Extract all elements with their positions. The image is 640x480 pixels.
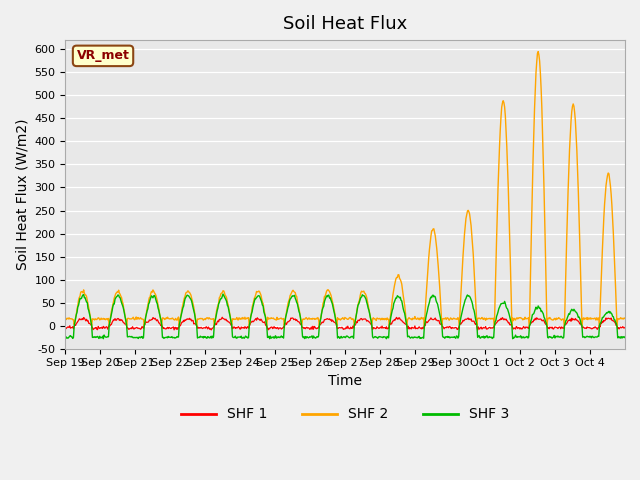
SHF 2 [128,316,136,322]
SHF 3 [127,334,135,340]
Line: SHF 3: SHF 3 [65,294,625,339]
SHF 3 [435,308,443,313]
SHF 3 [509,336,516,342]
SHF 1 [404,326,412,332]
X-axis label: Time: Time [328,374,362,388]
SHF 1 [231,324,239,330]
SHF 1 [259,319,266,324]
SHF 2 [435,274,443,279]
SHF 1 [61,325,69,331]
SHF 2 [61,315,69,321]
SHF 3 [404,334,412,340]
Title: Soil Heat Flux: Soil Heat Flux [283,15,407,33]
SHF 1 [621,324,629,330]
SHF 3 [219,291,227,297]
SHF 3 [259,302,266,308]
Line: SHF 1: SHF 1 [65,317,625,330]
SHF 1 [127,325,135,331]
SHF 3 [231,334,239,340]
SHF 1 [218,314,226,320]
Legend: SHF 1, SHF 2, SHF 3: SHF 1, SHF 2, SHF 3 [176,402,515,427]
SHF 2 [106,323,113,328]
SHF 1 [280,324,287,330]
Y-axis label: Soil Heat Flux (W/m2): Soil Heat Flux (W/m2) [15,119,29,270]
SHF 2 [404,316,412,322]
SHF 2 [534,48,542,54]
SHF 2 [231,316,239,322]
Text: VR_met: VR_met [77,49,129,62]
SHF 3 [621,334,629,340]
SHF 2 [280,316,287,322]
SHF 2 [259,300,266,305]
SHF 1 [474,327,481,333]
Line: SHF 2: SHF 2 [65,51,625,325]
SHF 1 [435,318,443,324]
SHF 2 [621,316,629,322]
SHF 3 [280,335,287,341]
SHF 3 [61,335,69,340]
